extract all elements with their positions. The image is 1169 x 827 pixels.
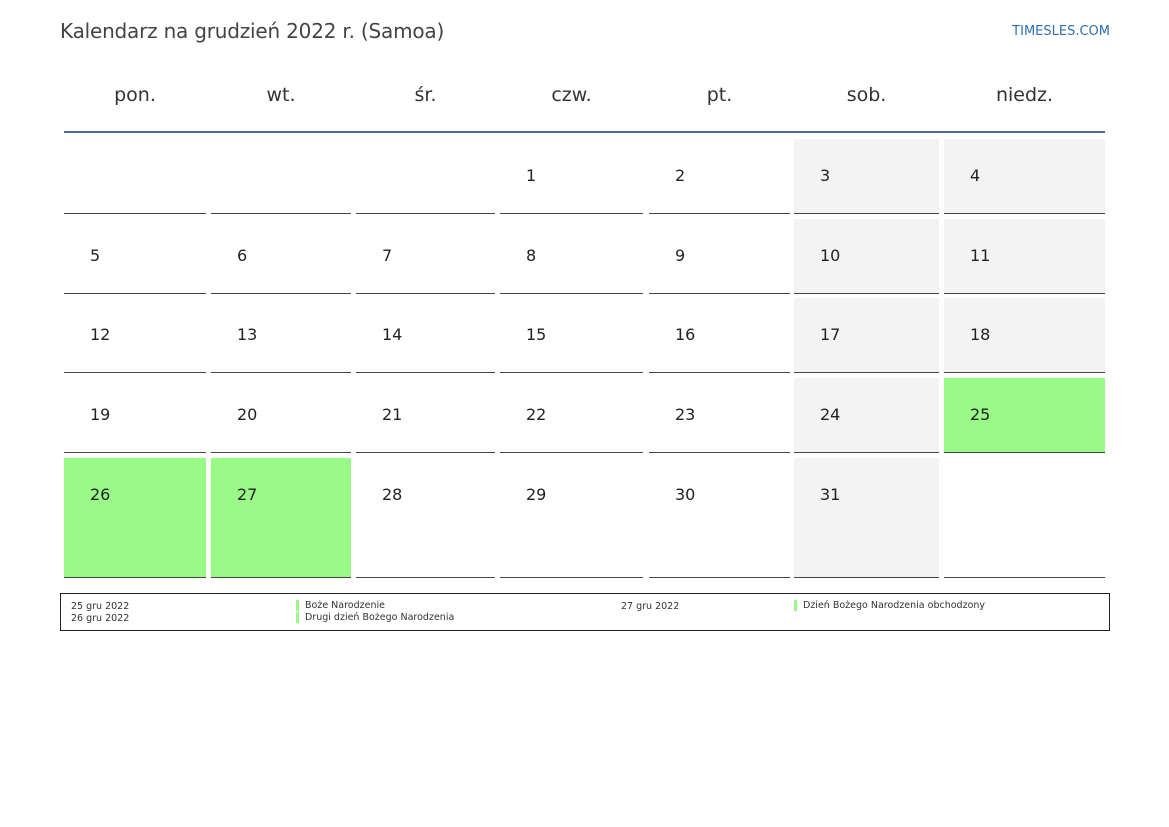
day-cell: 16 [649, 298, 790, 373]
day-cell: 22 [500, 378, 643, 453]
day-cell: 1 [500, 139, 643, 214]
brand-link[interactable]: TIMESLES.COM [1012, 24, 1110, 39]
day-cell: 6 [211, 219, 351, 294]
header-divider [64, 131, 1105, 133]
day-number: 5 [90, 246, 101, 265]
day-cell: 26 [64, 458, 206, 578]
day-cell: 8 [500, 219, 643, 294]
day-number: 25 [970, 405, 991, 424]
day-number: 7 [382, 246, 393, 265]
day-cell: 19 [64, 378, 206, 453]
day-cell: 18 [944, 298, 1105, 373]
legend-holiday-name: Drugi dzień Bożego Narodzenia [296, 612, 454, 623]
day-number: 11 [970, 246, 991, 265]
day-cell: 25 [944, 378, 1105, 453]
day-number: 10 [820, 246, 841, 265]
day-number: 21 [382, 405, 403, 424]
day-number: 22 [526, 405, 547, 424]
day-cell: 31 [794, 458, 939, 578]
day-number: 2 [675, 166, 686, 185]
page-title: Kalendarz na grudzień 2022 r. (Samoa) [60, 19, 445, 43]
day-number: 24 [820, 405, 841, 424]
day-cell: 13 [211, 298, 351, 373]
day-number: 12 [90, 325, 111, 344]
day-number: 3 [820, 166, 831, 185]
day-number: 20 [237, 405, 258, 424]
weekday-wed: śr. [414, 84, 437, 106]
day-cell: 17 [794, 298, 939, 373]
day-cell: 5 [64, 219, 206, 294]
legend-holiday-name: Boże Narodzenie [296, 600, 385, 611]
day-cell: 29 [500, 458, 643, 578]
day-cell: 21 [356, 378, 495, 453]
day-number: 14 [382, 325, 403, 344]
day-cell: 23 [649, 378, 790, 453]
day-number: 30 [675, 485, 696, 504]
day-number: 18 [970, 325, 991, 344]
legend-date: 27 gru 2022 [621, 601, 680, 612]
weekday-fri: pt. [706, 84, 733, 106]
day-number: 13 [237, 325, 258, 344]
day-cell: 24 [794, 378, 939, 453]
weekday-thu: czw. [551, 84, 592, 106]
day-cell: 12 [64, 298, 206, 373]
day-number: 9 [675, 246, 686, 265]
day-cell: 30 [649, 458, 790, 578]
day-number: 17 [820, 325, 841, 344]
day-number: 8 [526, 246, 537, 265]
legend-date: 25 gru 2022 [71, 601, 130, 612]
day-cell: 14 [356, 298, 495, 373]
empty-day-cell [211, 139, 351, 214]
day-cell: 2 [649, 139, 790, 214]
legend-date: 26 gru 2022 [71, 613, 130, 624]
day-number: 26 [90, 485, 111, 504]
day-number: 29 [526, 485, 547, 504]
weekday-sat: sob. [846, 84, 887, 106]
empty-day-cell [356, 139, 495, 214]
day-number: 16 [675, 325, 696, 344]
day-number: 4 [970, 166, 981, 185]
weekday-tue: wt. [266, 84, 296, 106]
day-cell: 7 [356, 219, 495, 294]
day-cell: 11 [944, 219, 1105, 294]
weekday-mon: pon. [114, 84, 156, 106]
day-cell: 27 [211, 458, 351, 578]
empty-day-cell [64, 139, 206, 214]
weekday-header: pon. wt. śr. czw. pt. sob. niedz. [64, 84, 1105, 114]
day-cell: 3 [794, 139, 939, 214]
day-number: 23 [675, 405, 696, 424]
day-number: 1 [526, 166, 537, 185]
empty-day-cell [944, 458, 1105, 578]
day-cell: 15 [500, 298, 643, 373]
legend-holiday-name: Dzień Bożego Narodzenia obchodzony [794, 600, 985, 611]
day-number: 6 [237, 246, 248, 265]
day-number: 19 [90, 405, 111, 424]
day-number: 27 [237, 485, 258, 504]
day-cell: 10 [794, 219, 939, 294]
day-number: 28 [382, 485, 403, 504]
weekday-sun: niedz. [995, 84, 1054, 106]
day-cell: 20 [211, 378, 351, 453]
day-cell: 4 [944, 139, 1105, 214]
day-cell: 9 [649, 219, 790, 294]
day-number: 15 [526, 325, 547, 344]
day-cell: 28 [356, 458, 495, 578]
day-number: 31 [820, 485, 841, 504]
holiday-legend: 25 gru 2022 Boże Narodzenie 26 gru 2022 … [60, 593, 1110, 631]
